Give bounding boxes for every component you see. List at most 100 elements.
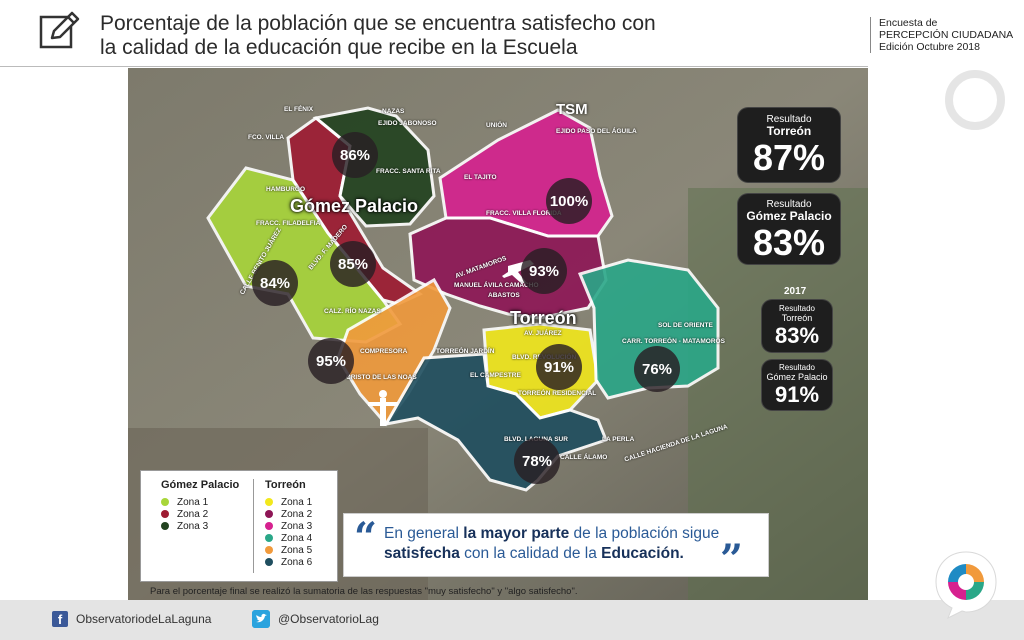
legend-item-label: Zona 2: [281, 508, 313, 520]
legend-gomez-title: Gómez Palacio: [161, 479, 240, 491]
map-label: EJIDO JABONOSO: [378, 120, 437, 127]
result-label: Resultado: [778, 363, 816, 372]
pct-torreon-zona-5: 95%: [308, 338, 354, 384]
watermark-logo-icon: [945, 70, 1005, 130]
legend-item-label: Zona 2: [177, 508, 209, 520]
map-label: FRACC. FILADELFIA: [256, 220, 321, 227]
edit-icon: [39, 11, 80, 49]
legend-item: Zona 3: [161, 520, 239, 532]
survey-line-2: PERCEPCIÓN CIUDADANA: [879, 29, 1014, 41]
quote-text: En general la mayor parte de la població…: [384, 524, 744, 564]
legend-item-label: Zona 1: [281, 496, 313, 508]
footer: [0, 600, 1024, 640]
quote-part-1: En general: [384, 525, 464, 542]
pct-gomez-zona-2: 85%: [330, 241, 376, 287]
twitter-link[interactable]: @ObservatorioLag: [278, 612, 379, 626]
pct-gomez-zona-3: 86%: [332, 132, 378, 178]
pct-torreon-zona-2: 93%: [521, 248, 567, 294]
cristo-statue-icon: [368, 390, 398, 426]
map-label: ABASTOS: [488, 292, 520, 299]
quote-part-3: con la calidad de la: [459, 545, 602, 562]
close-quote-icon: ”: [720, 536, 744, 583]
map-label: UNIÓN: [486, 122, 507, 129]
legend-swatch: [161, 522, 169, 530]
pct-torreon-zona-4: 76%: [634, 346, 680, 392]
legend-item-label: Zona 3: [281, 520, 313, 532]
result-torreon-2017: Resultado Torreón 83%: [762, 300, 832, 352]
legend-swatch: [265, 534, 273, 542]
page-title: Porcentaje de la población que se encuen…: [100, 12, 800, 60]
legend-swatch: [265, 498, 273, 506]
map-label: EJIDO PASO DEL ÁGUILA: [556, 128, 637, 135]
result-gomez-2017: Resultado Gómez Palacio 91%: [762, 360, 832, 410]
survey-edition: Encuesta de PERCEPCIÓN CIUDADANA Edición…: [870, 17, 1013, 53]
map-label: CARR. TORREÓN - MATAMOROS: [622, 338, 725, 345]
header-divider: [0, 66, 868, 67]
legend-item-label: Zona 5: [281, 544, 313, 556]
result-city: Gómez Palacio: [766, 372, 828, 382]
legend-item: Zona 5: [265, 544, 312, 556]
map-label: NAZAS: [382, 108, 405, 115]
zone-t-4: [577, 258, 720, 400]
header: Porcentaje de la población que se encuen…: [0, 0, 1024, 66]
map-label: SOL DE ORIENTE: [658, 322, 713, 329]
year-2017-label: 2017: [784, 286, 807, 297]
legend-item: Zona 1: [265, 496, 312, 508]
legend-gomez: Gómez Palacio Zona 1 Zona 2 Zona 3: [161, 479, 239, 532]
legend-swatch: [265, 558, 273, 566]
result-torreon: Resultado Torreón 87%: [738, 108, 840, 182]
legend-swatch: [161, 498, 169, 506]
footnote: Para el porcentaje final se realizó la s…: [150, 586, 578, 597]
facebook-icon[interactable]: f: [52, 611, 68, 627]
legend-swatch: [265, 546, 273, 554]
legend-torreon: Torreón Zona 1 Zona 2 Zona 3 Zona 4 Zona…: [265, 479, 312, 568]
map-label: LA PERLA: [602, 436, 635, 443]
map-label: FRACC. SANTA RITA: [376, 168, 441, 175]
map-label: AV. JUÁREZ: [524, 330, 562, 337]
legend-swatch: [161, 510, 169, 518]
title-line-1: Porcentaje de la población que se encuen…: [100, 12, 656, 35]
pct-torreon-zona-6: 78%: [514, 438, 560, 484]
map-label: HAMBURGO: [266, 186, 305, 193]
legend-torreon-title: Torreón: [265, 479, 306, 491]
observatorio-logo-icon: [935, 551, 997, 620]
result-value: 87%: [752, 137, 826, 178]
map-label: EL FÉNIX: [284, 106, 314, 113]
summary-quote: “ En general la mayor parte de la poblac…: [343, 513, 769, 583]
legend-item: Zona 6: [265, 556, 312, 568]
twitter-icon[interactable]: [252, 610, 270, 628]
city-label-torreon: Torreón: [510, 308, 577, 328]
map-label: FCO. VILLA: [248, 134, 285, 141]
result-value: 83%: [774, 323, 820, 348]
legend-item: Zona 1: [161, 496, 239, 508]
result-value: 91%: [774, 382, 820, 407]
legend-item-label: Zona 1: [177, 496, 209, 508]
quote-part-2: de la población sigue: [569, 525, 720, 542]
facebook-link[interactable]: ObservatoriodeLaLaguna: [76, 612, 212, 626]
pct-torreon-zona-3: 100%: [546, 178, 592, 224]
pct-torreon-zona-1: 91%: [536, 344, 582, 390]
legend-swatch: [265, 510, 273, 518]
quote-bold-2: satisfecha: [384, 545, 460, 562]
map-label: MANUEL ÁVILA CAMACHO: [454, 282, 539, 289]
legend-item-label: Zona 3: [177, 520, 209, 532]
map-label: CALLE ÁLAMO: [560, 454, 608, 461]
map-label: FRACC. VILLA FLORIDA: [486, 210, 562, 217]
pct-gomez-zona-1: 84%: [252, 260, 298, 306]
legend-item-label: Zona 6: [281, 556, 313, 568]
result-label: Resultado: [766, 199, 812, 210]
legend-item: Zona 4: [265, 532, 312, 544]
legend-item: Zona 2: [161, 508, 239, 520]
result-gomez: Resultado Gómez Palacio 83%: [738, 194, 840, 264]
result-value: 83%: [752, 222, 826, 263]
legend-item: Zona 3: [265, 520, 312, 532]
result-city: Gómez Palacio: [746, 209, 832, 223]
map-label: CALZ. RÍO NAZAS: [324, 308, 381, 315]
city-label-tsm: TSM: [556, 101, 588, 118]
map-label: CRISTO DE LAS NOAS: [346, 374, 417, 381]
legend-divider: [253, 479, 254, 573]
title-line-2: la calidad de la educación que recibe en…: [100, 36, 578, 59]
result-city: Torreón: [781, 313, 813, 323]
open-quote-icon: “: [354, 514, 378, 561]
result-label: Resultado: [778, 304, 816, 313]
